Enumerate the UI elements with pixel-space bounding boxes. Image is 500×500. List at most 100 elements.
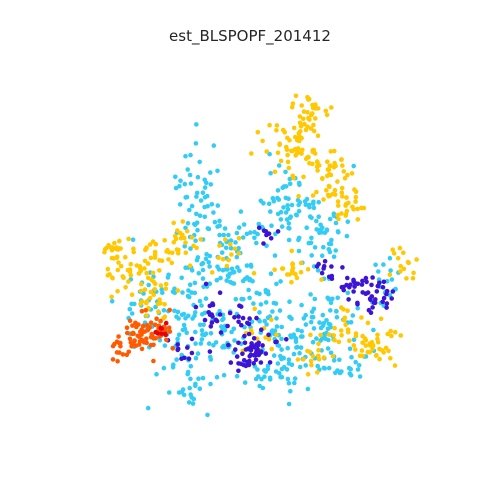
map-point xyxy=(262,318,268,324)
map-point xyxy=(389,333,394,339)
map-point xyxy=(344,282,349,288)
map-point xyxy=(171,362,176,368)
map-point xyxy=(384,305,389,310)
map-point xyxy=(280,127,286,133)
map-point xyxy=(272,253,278,258)
map-point xyxy=(340,194,345,199)
map-point xyxy=(186,313,191,319)
map-point xyxy=(208,381,213,387)
map-point xyxy=(364,279,369,285)
map-point xyxy=(181,322,187,328)
map-point xyxy=(297,134,302,139)
map-point xyxy=(260,343,265,348)
map-point xyxy=(194,190,200,196)
map-point xyxy=(204,193,210,199)
map-point xyxy=(197,213,203,218)
map-point xyxy=(300,334,305,339)
map-point xyxy=(187,385,192,391)
map-point xyxy=(290,261,295,266)
map-point xyxy=(197,322,203,328)
map-point xyxy=(172,308,177,314)
map-point xyxy=(152,255,158,260)
map-point xyxy=(309,362,314,368)
map-point xyxy=(360,333,365,339)
map-point xyxy=(295,344,300,350)
map-point xyxy=(339,190,345,195)
map-point xyxy=(182,244,187,249)
map-point xyxy=(355,302,360,307)
map-point xyxy=(175,288,181,293)
map-point xyxy=(291,125,297,131)
map-point xyxy=(233,347,238,352)
map-point xyxy=(251,361,256,366)
map-point xyxy=(308,240,314,246)
map-point xyxy=(392,363,398,368)
map-point xyxy=(211,343,216,348)
map-point xyxy=(286,221,292,226)
map-point xyxy=(117,238,122,244)
map-point xyxy=(240,315,246,321)
map-point xyxy=(218,275,223,281)
map-point xyxy=(279,324,285,330)
map-point xyxy=(186,356,192,362)
map-point xyxy=(321,321,327,326)
map-point xyxy=(232,338,237,343)
map-point xyxy=(218,330,224,335)
map-point xyxy=(310,193,316,198)
map-point xyxy=(328,241,334,247)
map-point xyxy=(388,356,393,361)
map-point xyxy=(301,357,306,362)
map-point xyxy=(118,340,123,346)
map-point xyxy=(247,316,252,321)
map-point xyxy=(339,185,345,191)
map-point xyxy=(187,207,192,213)
map-point xyxy=(359,282,365,287)
map-point xyxy=(328,308,333,313)
map-point xyxy=(151,358,156,364)
map-point xyxy=(311,128,317,134)
map-point xyxy=(190,401,196,406)
map-point xyxy=(349,171,355,176)
map-point xyxy=(252,229,257,235)
map-point xyxy=(285,152,290,158)
map-point xyxy=(161,365,167,371)
map-point xyxy=(275,361,281,366)
map-point xyxy=(314,218,319,224)
map-point xyxy=(374,352,379,358)
map-point xyxy=(299,329,305,334)
map-point xyxy=(234,230,240,236)
map-point xyxy=(325,159,330,164)
map-point xyxy=(311,199,316,205)
map-point xyxy=(289,362,295,368)
map-point xyxy=(345,308,350,314)
map-point xyxy=(326,365,332,371)
map-point xyxy=(347,371,353,376)
map-point xyxy=(323,108,329,114)
map-point xyxy=(129,311,135,316)
map-point xyxy=(179,275,184,281)
map-point xyxy=(298,269,304,275)
map-point xyxy=(164,337,169,343)
map-point xyxy=(226,232,231,238)
map-point xyxy=(203,256,209,262)
map-point xyxy=(357,374,363,379)
map-point xyxy=(195,351,201,356)
map-point xyxy=(142,258,148,264)
map-point xyxy=(401,250,406,256)
map-point xyxy=(177,230,183,236)
map-point xyxy=(144,313,149,318)
map-point xyxy=(319,336,325,342)
map-point xyxy=(196,271,202,276)
map-point xyxy=(289,248,295,254)
map-point xyxy=(162,302,167,307)
map-point xyxy=(274,281,279,287)
map-point xyxy=(186,400,192,405)
map-point xyxy=(253,240,259,246)
map-point xyxy=(380,285,386,290)
map-point xyxy=(351,337,357,343)
map-point xyxy=(298,124,304,129)
map-point xyxy=(332,192,338,197)
map-point xyxy=(388,328,394,334)
map-point xyxy=(211,143,217,148)
map-point xyxy=(278,217,284,222)
